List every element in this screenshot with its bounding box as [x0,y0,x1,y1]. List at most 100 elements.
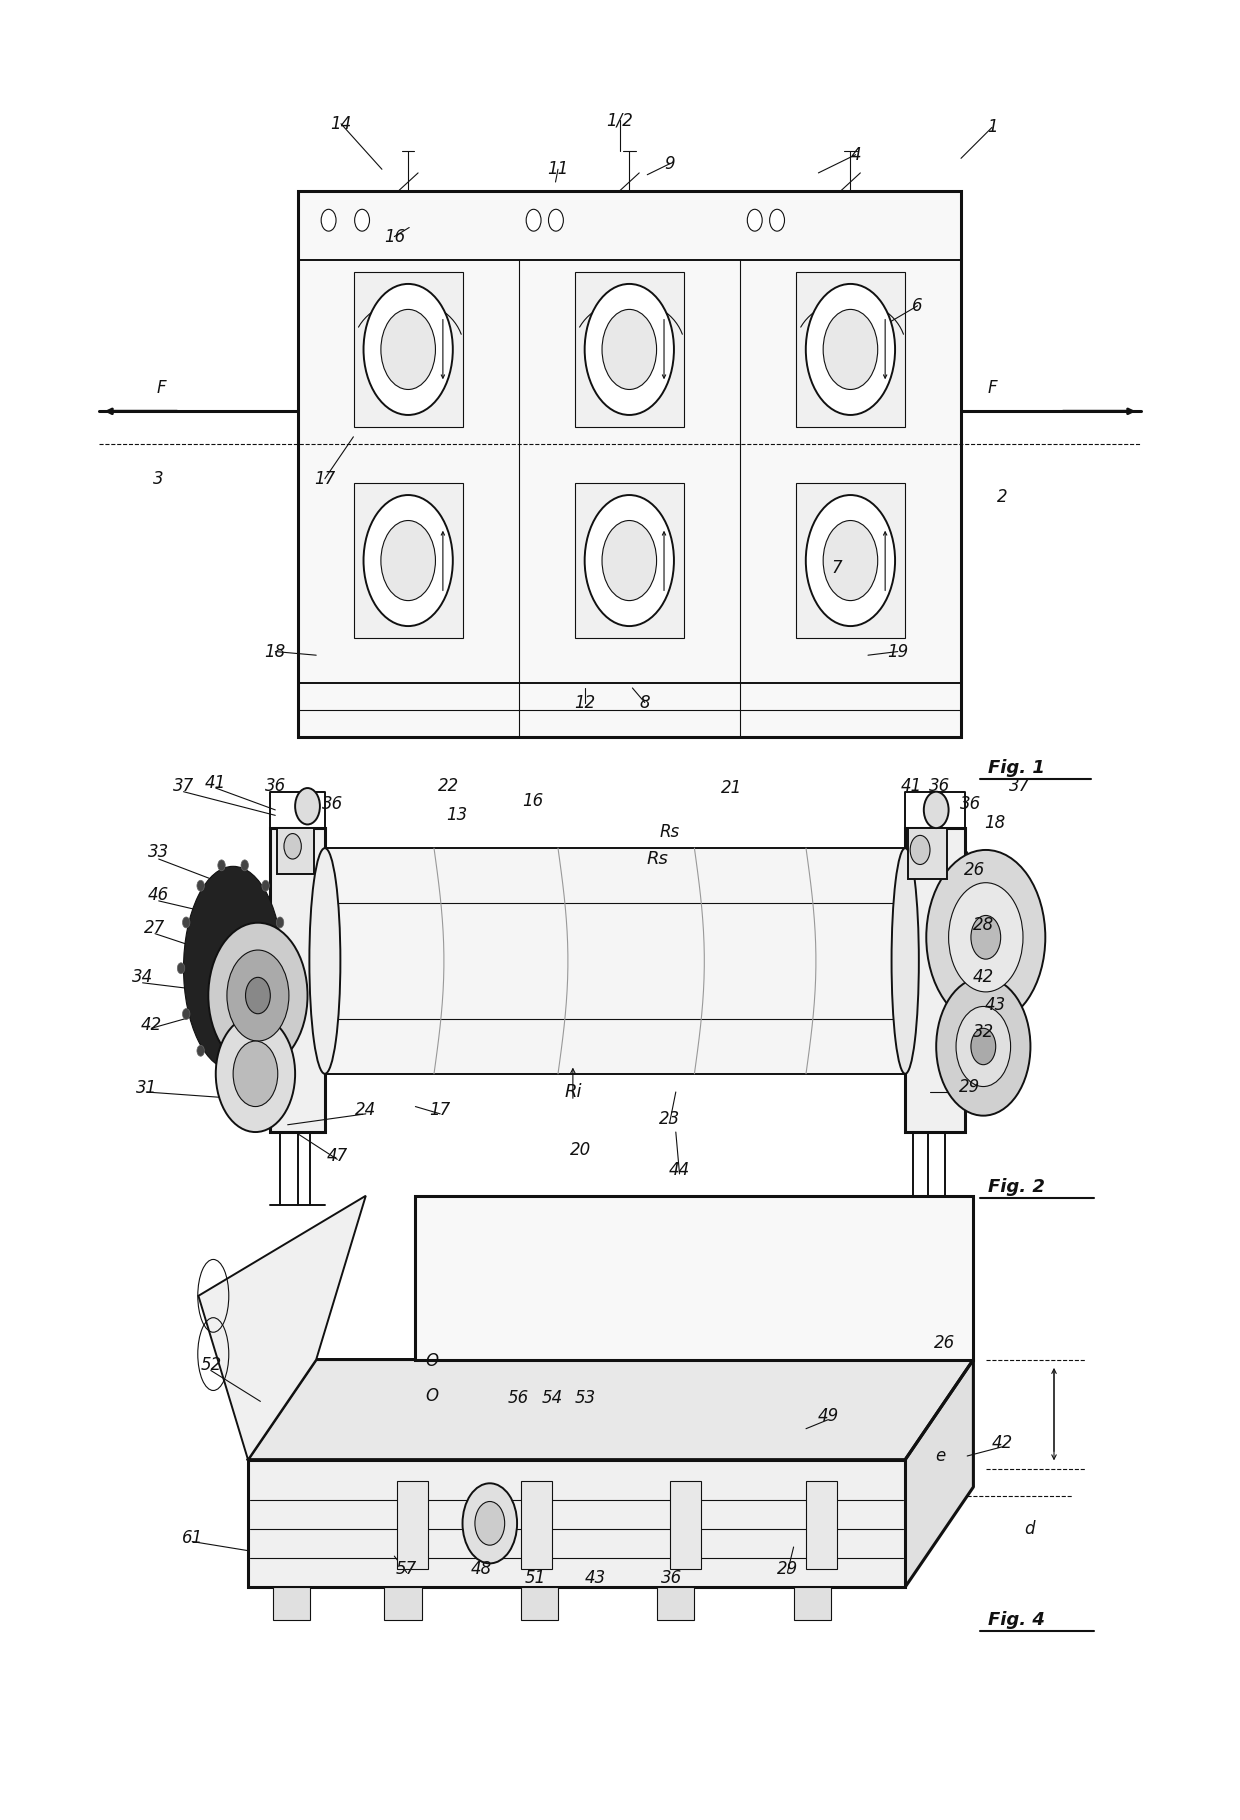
Text: 53: 53 [574,1389,596,1407]
Circle shape [526,209,541,231]
Circle shape [806,495,895,626]
Text: 33: 33 [148,843,170,861]
Circle shape [241,1067,248,1077]
Text: 21: 21 [720,779,743,797]
Text: O: O [425,1387,438,1405]
Circle shape [182,1008,190,1019]
Circle shape [770,209,785,231]
Text: 48: 48 [470,1560,492,1578]
Bar [277,828,314,874]
Bar [298,191,961,737]
Text: Fig. 4: Fig. 4 [988,1611,1045,1629]
Circle shape [284,834,301,859]
Circle shape [218,859,226,870]
Bar [796,273,905,426]
Text: 56: 56 [507,1389,529,1407]
Text: 44: 44 [668,1161,691,1179]
Text: 14: 14 [330,115,352,133]
Text: 9: 9 [665,155,675,173]
Text: 26: 26 [934,1334,956,1352]
Circle shape [208,923,308,1068]
Text: e: e [935,1447,945,1465]
Text: 52: 52 [200,1356,222,1374]
Text: 42: 42 [140,1016,162,1034]
Text: 36: 36 [661,1569,683,1587]
Bar [353,484,463,639]
Circle shape [823,521,878,601]
Text: 29: 29 [776,1560,799,1578]
Ellipse shape [892,848,919,1074]
Circle shape [381,309,435,389]
Text: 11: 11 [547,160,569,178]
Text: 6: 6 [913,297,923,315]
Circle shape [262,1045,269,1056]
Text: 36: 36 [960,795,982,814]
Circle shape [806,284,895,415]
Text: 20: 20 [569,1141,591,1159]
Text: 37: 37 [1008,777,1030,795]
Circle shape [956,1006,1011,1087]
Circle shape [748,209,763,231]
Text: 37: 37 [172,777,195,795]
Circle shape [277,917,284,928]
Circle shape [182,917,190,928]
Ellipse shape [310,848,340,1074]
Bar [796,484,905,639]
Text: 43: 43 [985,996,1007,1014]
Bar [521,1481,552,1569]
Text: 31: 31 [135,1079,157,1097]
Bar [905,828,965,1132]
Circle shape [218,1067,226,1077]
Circle shape [823,309,878,389]
Text: 18: 18 [983,814,1006,832]
Text: 16: 16 [522,792,544,810]
Circle shape [585,284,675,415]
Circle shape [603,309,657,389]
Text: 13: 13 [445,806,467,824]
Bar [670,1481,701,1569]
Circle shape [381,521,435,601]
Bar [384,1587,422,1620]
Text: 54: 54 [541,1389,563,1407]
Text: 34: 34 [131,968,154,986]
Text: Fig. 2: Fig. 2 [988,1178,1045,1196]
Text: 32: 32 [972,1023,994,1041]
Bar [415,1196,973,1360]
Ellipse shape [184,866,283,1070]
Bar [397,1481,428,1569]
Text: 29: 29 [959,1077,981,1096]
Circle shape [321,209,336,231]
Text: 57: 57 [396,1560,418,1578]
Circle shape [241,859,248,870]
Text: 36: 36 [929,777,951,795]
Circle shape [295,788,320,824]
Text: 12: 12 [574,693,596,712]
Text: 3: 3 [154,470,164,488]
Text: F: F [987,379,997,397]
Bar [521,1587,558,1620]
Text: 41: 41 [900,777,923,795]
Bar [794,1587,831,1620]
Text: 41: 41 [205,774,227,792]
Text: 28: 28 [972,915,994,934]
Circle shape [971,915,1001,959]
Circle shape [926,850,1045,1025]
Text: 46: 46 [148,886,170,905]
Text: 36: 36 [264,777,286,795]
Bar [270,828,325,1132]
Bar [657,1587,694,1620]
Text: 17: 17 [429,1101,451,1119]
Text: F: F [156,379,166,397]
Text: O: O [425,1352,438,1370]
Circle shape [936,977,1030,1116]
Text: 22: 22 [438,777,460,795]
Circle shape [262,881,269,892]
Bar [575,273,684,426]
Circle shape [949,883,1023,992]
Text: 1/2: 1/2 [606,111,634,129]
Text: 47: 47 [326,1147,348,1165]
Circle shape [971,1028,996,1065]
Circle shape [548,209,563,231]
Text: Rs: Rs [660,823,680,841]
Bar [325,848,905,1074]
